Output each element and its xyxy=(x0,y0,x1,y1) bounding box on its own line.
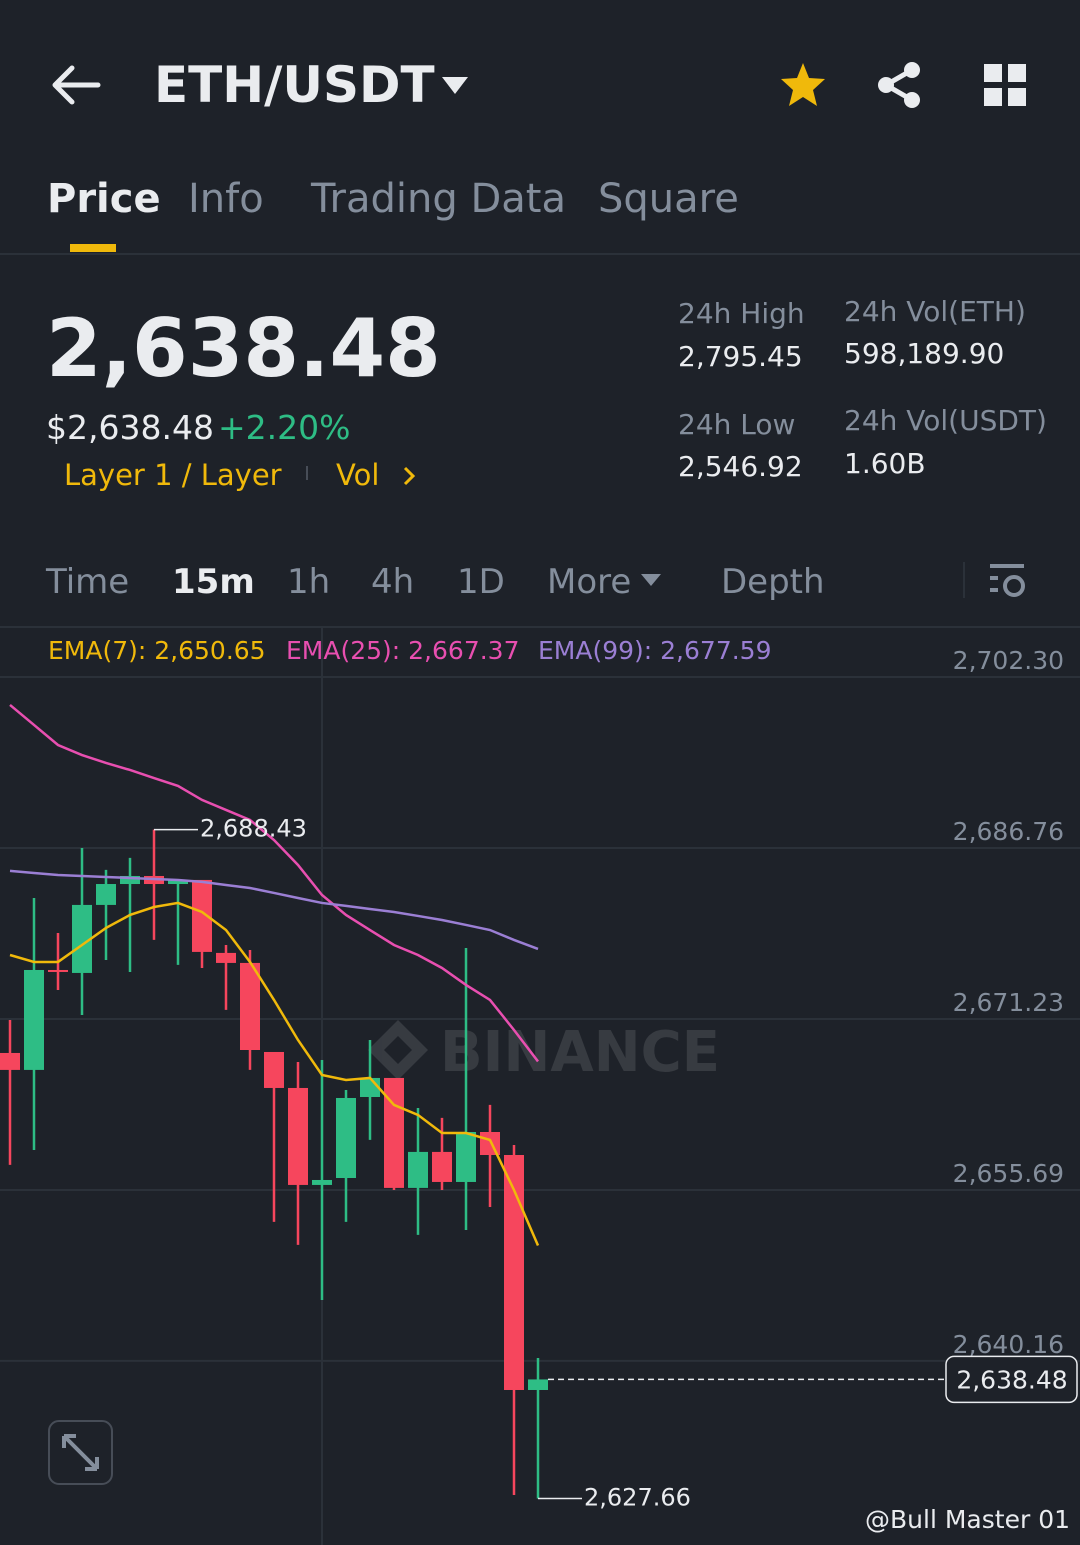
candle-body xyxy=(408,1151,428,1188)
current-price-tag xyxy=(945,1355,1078,1404)
candle-body xyxy=(432,1151,452,1182)
depth-tab[interactable]: Depth xyxy=(721,562,825,602)
candle-body xyxy=(336,1097,356,1179)
candle-body xyxy=(480,1131,500,1156)
tab-price[interactable]: Price xyxy=(47,176,161,222)
more-dropdown[interactable] xyxy=(640,572,662,588)
annotation-label: 2,688.43 xyxy=(200,815,307,843)
pair-dropdown[interactable] xyxy=(440,74,470,96)
vol-arrow xyxy=(403,466,416,486)
pair-title[interactable]: ETH/USDT xyxy=(154,56,435,114)
back-button[interactable] xyxy=(50,62,102,108)
interval-label: Time xyxy=(46,562,130,602)
grid-menu[interactable] xyxy=(984,64,1028,108)
stat-value: 598,189.90 xyxy=(844,337,1005,370)
annotation-label: 2,627.66 xyxy=(584,1484,691,1512)
tab-square[interactable]: Square xyxy=(598,176,739,222)
candle-body xyxy=(24,969,44,1070)
legend-entry: EMA(7): 2,650.65 xyxy=(48,636,266,665)
ema-line xyxy=(9,703,539,1063)
price-change: +2.20% xyxy=(218,408,351,447)
chart-settings[interactable] xyxy=(988,562,1028,602)
stat-label: 24h Vol(USDT) xyxy=(844,404,1047,437)
y-tick-label: 2,640.16 xyxy=(953,1330,1064,1359)
sector-tag[interactable]: Layer 1 / Layer xyxy=(64,458,282,492)
watermark-credit: @Bull Master 01 xyxy=(865,1505,1070,1534)
watermark-text: BINANCE xyxy=(440,1020,720,1085)
tab-trading-data[interactable]: Trading Data xyxy=(311,176,566,222)
candle-body xyxy=(504,1155,524,1390)
candlestick-chart: BINANCE 2,702.30 2,686.76 2,671.23 2,655.69… xyxy=(0,628,1080,1545)
legend-entry: EMA(99): 2,677.59 xyxy=(538,636,771,665)
y-tick-label: 2,671.23 xyxy=(953,988,1064,1017)
interval-option[interactable]: 1D xyxy=(457,562,505,602)
candle-body xyxy=(384,1077,404,1188)
candle-body xyxy=(96,884,116,905)
candle-body xyxy=(288,1087,308,1185)
y-tick-label: 2,702.30 xyxy=(953,646,1064,675)
divider xyxy=(0,253,1080,255)
candle-body xyxy=(192,879,212,952)
last-price: 2,638.48 xyxy=(46,302,441,395)
share-icon[interactable] xyxy=(874,60,924,110)
usd-price: $2,638.48 xyxy=(46,408,214,447)
watermark: BINANCE xyxy=(368,1020,720,1085)
legend-entry: EMA(25): 2,667.37 xyxy=(286,636,519,665)
candle-body xyxy=(72,904,92,973)
stat-value: 1.60B xyxy=(844,447,926,480)
candle-body xyxy=(456,1131,476,1182)
candle-body xyxy=(528,1379,548,1390)
ema-line xyxy=(9,901,540,1246)
interval-option[interactable]: 15m xyxy=(172,562,255,602)
candle-body xyxy=(264,1051,284,1088)
tab-info[interactable]: Info xyxy=(188,176,264,222)
interval-option[interactable]: 4h xyxy=(371,562,415,602)
fullscreen-button[interactable] xyxy=(48,1420,113,1485)
candle-body xyxy=(240,962,260,1050)
candle-body xyxy=(120,875,140,885)
separator xyxy=(306,466,308,480)
candle-body xyxy=(48,969,68,972)
candle-body xyxy=(168,879,188,885)
fullscreen-icon xyxy=(62,1434,99,1471)
interval-option[interactable]: 1h xyxy=(287,562,331,602)
candle-body xyxy=(216,952,236,963)
stat-value: 2,795.45 xyxy=(678,340,803,373)
current-price-label: 2,638.48 xyxy=(956,1365,1067,1394)
stat-label: 24h High xyxy=(678,297,805,330)
y-tick-label: 2,686.76 xyxy=(953,817,1064,846)
separator xyxy=(963,562,965,598)
vol-tag[interactable]: Vol xyxy=(336,458,380,492)
divider xyxy=(0,626,1080,628)
tab-indicator xyxy=(70,244,116,252)
candle-body xyxy=(0,1052,20,1070)
y-tick-label: 2,655.69 xyxy=(953,1159,1064,1188)
stat-value: 2,546.92 xyxy=(678,450,803,483)
candle-body xyxy=(312,1179,332,1185)
stat-label: 24h Vol(ETH) xyxy=(844,295,1026,328)
ema-line xyxy=(9,869,539,951)
stat-label: 24h Low xyxy=(678,408,796,441)
favorite-star[interactable] xyxy=(778,60,828,110)
interval-more[interactable]: More xyxy=(547,562,632,602)
